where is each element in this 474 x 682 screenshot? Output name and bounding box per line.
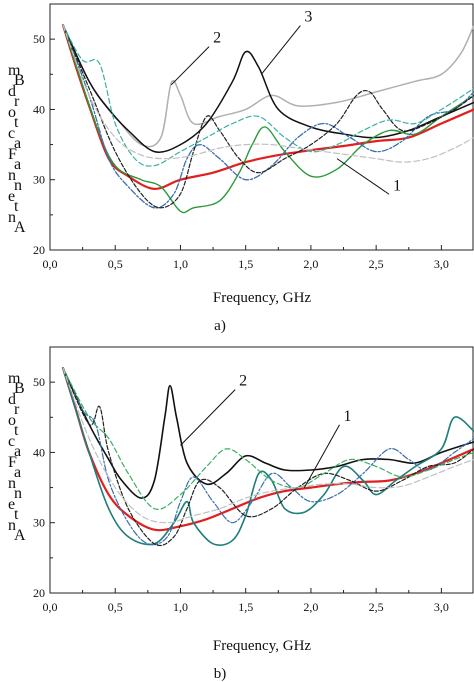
y-axis-label-glyph: n: [8, 475, 16, 492]
series-line-5: [62, 367, 474, 547]
x-axis-label: Frequency, GHz: [213, 638, 312, 654]
series-line-3: [62, 24, 474, 153]
y-axis-label-glyph: B: [14, 380, 25, 397]
panel-b: 20 30 40 50 0,0 0,5 1,0 1,5 2,0 2,5 3,0 Frequency, …: [8, 346, 474, 682]
series-line-6: [62, 367, 474, 510]
y-axis-label-glyph: c: [8, 125, 15, 142]
y-axis-label-glyph: n: [8, 167, 16, 184]
x-tick-label: 0,5: [108, 600, 123, 614]
y-axis-label-glyph: B: [14, 72, 25, 89]
y-axis-label-glyph: m: [8, 62, 21, 79]
series-line-2: [62, 24, 474, 148]
annotation-leader: [336, 158, 390, 195]
y-axis-label-glyph: t: [14, 422, 19, 439]
series-group: [61, 367, 474, 547]
x-tick-label: 3,0: [434, 600, 449, 614]
x-tick-label: 1,0: [173, 600, 188, 614]
x-tick-label: 2,5: [369, 257, 384, 271]
x-axis-label: Frequency, GHz: [213, 290, 312, 306]
x-tick-label: 3,0: [434, 257, 449, 271]
series-line-7: [62, 24, 474, 167]
x-tick-label: 1,5: [238, 257, 253, 271]
y-axis-label-glyph: d: [8, 83, 16, 100]
series-line-7: [62, 367, 474, 524]
x-tick-label: 0,0: [43, 257, 58, 271]
y-axis-label-glyph: A: [14, 219, 26, 236]
curve-number-label: 2: [239, 373, 247, 390]
series-line-1: [61, 367, 474, 532]
y-axis-label-glyph: m: [8, 370, 21, 387]
y-axis-label-glyph: A: [14, 527, 26, 544]
series-line-3: [62, 367, 474, 547]
x-tick-label: 2,5: [369, 600, 384, 614]
y-axis-label-glyph: n: [8, 209, 16, 226]
y-tick-label: 50: [33, 32, 45, 46]
series-line-6: [62, 24, 474, 209]
annotation-leader: [170, 46, 210, 86]
curve-number-label: 1: [393, 177, 401, 194]
curve-number-label: 3: [304, 9, 312, 26]
x-tick-label: 0,0: [43, 600, 58, 614]
x-tick-label: 1,0: [173, 257, 188, 271]
y-axis-label: Antenna factor, dB/mmBdrotcaFannetnA: [8, 62, 26, 236]
y-tick-label: 30: [33, 173, 45, 187]
y-axis-label-glyph: d: [8, 391, 16, 408]
curve-number-label: 1: [344, 408, 352, 425]
x-tick-label: 2,0: [303, 257, 318, 271]
y-axis-label-glyph: a: [14, 156, 21, 173]
annotation-leader: [260, 25, 301, 75]
y-axis-label-glyph: r: [14, 401, 20, 418]
y-tick-label: 50: [33, 375, 45, 389]
x-tick-label: 2,0: [303, 600, 318, 614]
y-axis-label-glyph: a: [14, 443, 21, 460]
y-axis-label-glyph: F: [8, 146, 17, 163]
y-axis-label-glyph: n: [8, 517, 16, 534]
x-tick-label: 0,5: [108, 257, 123, 271]
series-line-4: [62, 24, 474, 214]
y-axis-label-glyph: c: [8, 433, 15, 450]
y-axis-label-glyph: a: [14, 135, 21, 152]
y-tick-label: 30: [33, 516, 45, 530]
series-line-8: [62, 24, 474, 163]
y-axis-label-glyph: t: [14, 506, 19, 523]
y-tick-label: 20: [33, 243, 45, 257]
y-tick-label: 40: [33, 102, 45, 116]
y-axis-label-glyph: r: [14, 93, 20, 110]
series-line-4: [62, 367, 474, 546]
x-tick-label: 1,5: [238, 600, 253, 614]
series-group: [61, 24, 474, 214]
y-axis-label: Antenna factor, dB/mmBdrotcaFannetnA: [8, 370, 26, 544]
panel-label: a): [214, 318, 226, 334]
annotation-leader: [180, 389, 236, 446]
y-axis-label-glyph: F: [8, 454, 17, 471]
y-axis-label-glyph: e: [8, 496, 15, 513]
annotation-leader: [303, 424, 340, 488]
y-tick-label: 40: [33, 445, 45, 459]
y-axis-label-glyph: o: [8, 412, 16, 429]
y-axis-label-glyph: o: [8, 104, 16, 121]
plot-frame: [49, 346, 474, 594]
y-axis-label-glyph: n: [14, 485, 22, 502]
y-axis-label-glyph: e: [8, 188, 15, 205]
series-line-5: [62, 24, 474, 209]
panel-a: 20 30 40 50 0,0 0,5 1,0 1,5 2,0 2,5 3,0 Frequency, …: [8, 3, 474, 334]
y-tick-label: 20: [33, 586, 45, 600]
panel-label: b): [214, 666, 227, 682]
y-axis-label-glyph: t: [14, 198, 19, 215]
series-line-1: [61, 24, 474, 191]
y-axis-label-glyph: t: [14, 114, 19, 131]
series-line-2: [62, 367, 474, 499]
curve-number-label: 2: [213, 30, 221, 47]
plot-frame: [49, 3, 474, 251]
y-axis-label-glyph: n: [14, 177, 22, 194]
y-axis-label-glyph: a: [14, 464, 21, 481]
